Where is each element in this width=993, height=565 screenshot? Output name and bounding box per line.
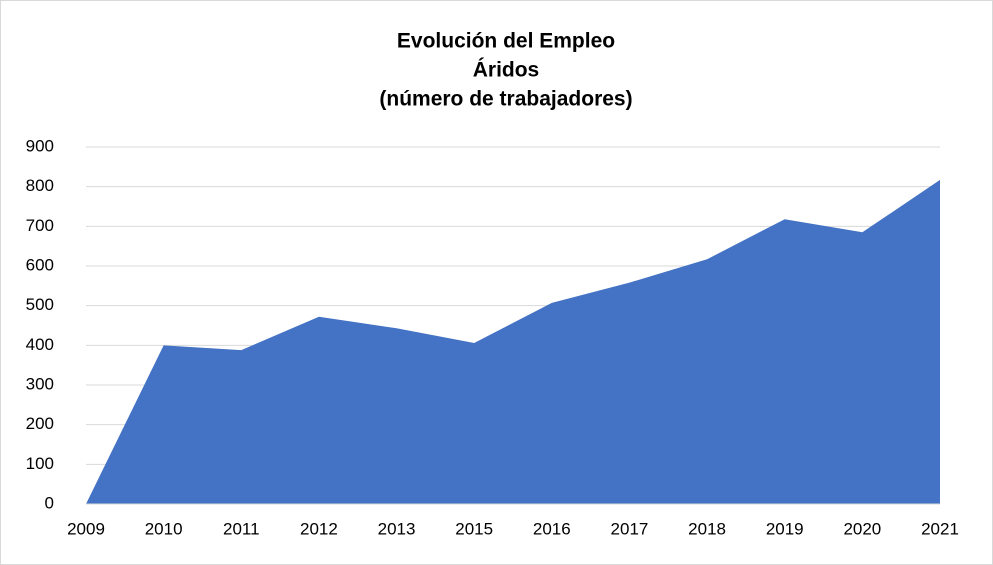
y-tick-label: 900 [26, 136, 54, 155]
x-tick-label: 2010 [145, 519, 183, 538]
y-tick-label: 0 [45, 493, 54, 512]
x-tick-label: 2020 [843, 519, 881, 538]
chart-title: Evolución del Empleo [397, 30, 615, 53]
x-tick-label: 2015 [455, 519, 493, 538]
chart-title: (número de trabajadores) [379, 88, 632, 111]
x-tick-label: 2019 [766, 519, 804, 538]
x-tick-label: 2021 [921, 519, 959, 538]
chart-title: Áridos [473, 59, 540, 82]
x-tick-label: 2013 [378, 519, 416, 538]
x-tick-label: 2018 [688, 519, 726, 538]
y-tick-label: 400 [26, 335, 54, 354]
y-tick-label: 100 [26, 454, 54, 473]
x-tick-label: 2017 [611, 519, 649, 538]
area [86, 179, 940, 504]
x-tick-label: 2012 [300, 519, 338, 538]
x-tick-label: 2009 [67, 519, 105, 538]
y-tick-label: 200 [26, 414, 54, 433]
y-tick-label: 500 [26, 295, 54, 314]
y-tick-label: 600 [26, 255, 54, 274]
y-tick-label: 800 [26, 176, 54, 195]
y-tick-label: 700 [26, 216, 54, 235]
y-tick-label: 300 [26, 374, 54, 393]
x-tick-label: 2016 [533, 519, 571, 538]
x-tick-label: 2011 [223, 519, 260, 538]
